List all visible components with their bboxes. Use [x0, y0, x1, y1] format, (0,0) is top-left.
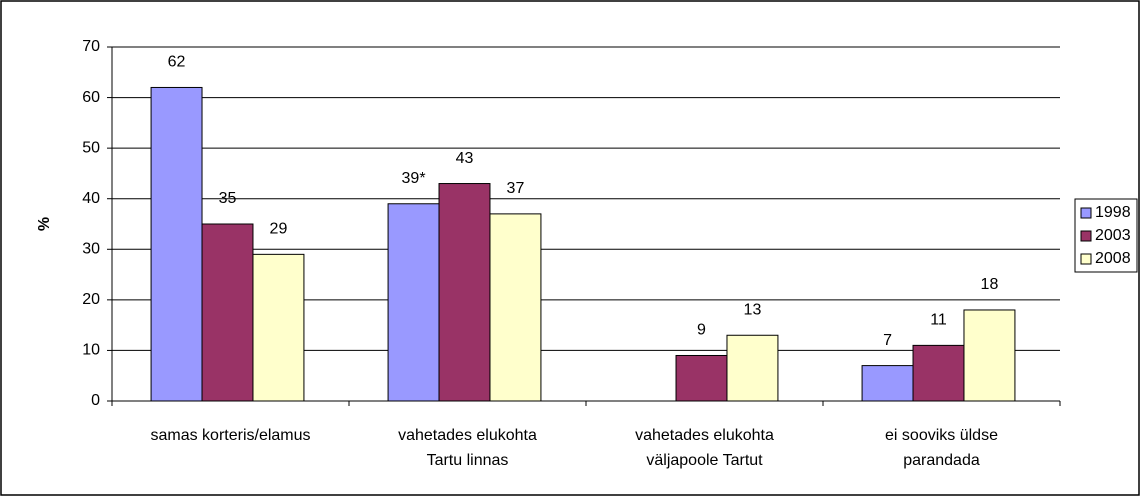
- value-label: 13: [744, 301, 762, 318]
- bar: [675, 354, 728, 402]
- y-axis-label: %: [36, 217, 53, 231]
- value-label: 37: [507, 180, 525, 197]
- value-label: 29: [270, 221, 288, 238]
- bar: [438, 183, 491, 402]
- bar: [963, 309, 1016, 402]
- y-tick-label: 60: [82, 89, 100, 106]
- legend-swatch: [1080, 230, 1092, 242]
- value-label: 43: [456, 150, 474, 167]
- bar: [726, 334, 779, 402]
- bar: [861, 365, 914, 402]
- y-tick-label: 0: [91, 392, 100, 409]
- bar: [150, 86, 203, 402]
- legend-swatch: [1080, 207, 1092, 219]
- x-tick-label: vahetades elukohta: [398, 427, 537, 444]
- x-tick-label: parandada: [903, 452, 980, 469]
- x-tick-label: ei sooviks üldse: [885, 427, 998, 444]
- bar: [387, 203, 440, 402]
- legend-swatch: [1080, 253, 1092, 265]
- x-tick-label: Tartu linnas: [427, 452, 509, 469]
- y-tick-label: 70: [82, 38, 100, 55]
- bar: [912, 344, 965, 402]
- value-label: 35: [219, 190, 237, 207]
- x-tick-label: väljapoole Tartut: [646, 452, 763, 469]
- bar: [489, 213, 542, 402]
- value-label: 9: [697, 322, 706, 339]
- value-label: 62: [168, 54, 186, 71]
- legend-label: 2008: [1095, 250, 1131, 267]
- bar: [252, 253, 305, 402]
- y-tick-label: 50: [82, 139, 100, 156]
- bar: [201, 223, 254, 402]
- y-tick-label: 40: [82, 190, 100, 207]
- value-label: 39*: [402, 170, 426, 187]
- y-tick-label: 30: [82, 241, 100, 258]
- y-tick-label: 10: [82, 342, 100, 359]
- legend-label: 1998: [1095, 204, 1131, 221]
- x-tick-label: vahetades elukohta: [635, 427, 774, 444]
- y-tick-label: 20: [82, 291, 100, 308]
- value-label: 18: [981, 276, 999, 293]
- value-label: 7: [883, 332, 892, 349]
- legend-label: 2003: [1095, 227, 1131, 244]
- value-label: 11: [930, 312, 947, 329]
- x-tick-label: samas korteris/elamus: [150, 427, 310, 444]
